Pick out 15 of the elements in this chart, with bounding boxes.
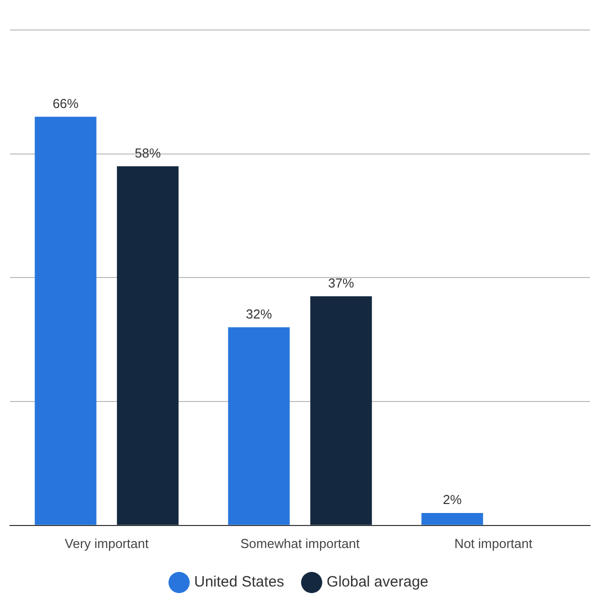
data-label: 58% bbox=[134, 145, 162, 160]
data-label: 37% bbox=[328, 275, 355, 290]
bar bbox=[421, 513, 484, 525]
bar bbox=[228, 327, 290, 525]
legend-label: Global average bbox=[326, 574, 428, 591]
x-tick-label: Not important bbox=[454, 536, 533, 551]
x-tick-label: Very important bbox=[64, 536, 149, 551]
x-tick-label: Somewhat important bbox=[240, 536, 360, 551]
data-label: 2% bbox=[442, 492, 462, 508]
bar bbox=[116, 166, 179, 525]
legend-label: United States bbox=[194, 574, 284, 591]
bar bbox=[34, 116, 96, 525]
bar bbox=[310, 296, 372, 525]
data-label: 66% bbox=[52, 96, 80, 111]
data-label: 32% bbox=[246, 306, 272, 322]
